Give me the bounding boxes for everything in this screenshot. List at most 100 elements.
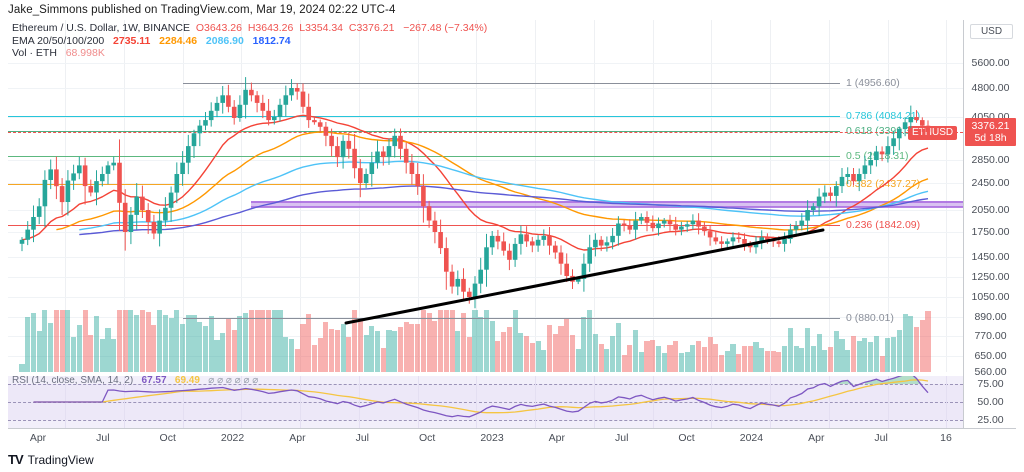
volume-bar [105,328,111,372]
volume-bar [122,310,128,372]
volume-bar [334,329,340,372]
volume-bar [891,336,897,372]
volume-bar [587,310,593,372]
rsi-indicator-name[interactable]: RSI (14, close, SMA, 14, 2) [12,376,134,386]
gridline-v [535,20,536,372]
legend-open-value: 3643.26 [204,22,242,34]
fib-label-0.382: 0.382 (2437.27) [846,177,921,190]
volume-bar [799,347,805,372]
fib-label-0: 0 (880.01) [846,312,894,325]
chart-frame: 1 (4956.60) 0.786 (4084.21) 0.618 (3399.34… [8,20,1017,444]
gridline-v [535,376,536,428]
volume-bar [489,321,495,372]
volume-bar [627,344,633,372]
time-axis-tick: 2023 [480,432,504,444]
volume-bar [128,310,134,372]
volume-bar [644,340,650,372]
legend-ema50-value: 2284.46 [159,34,198,47]
gridline-h [8,336,963,337]
volume-bar [575,348,581,372]
volume-bar [260,310,266,372]
volume-bar [317,338,323,372]
time-axis-tick: Jul [96,432,110,444]
fib-line-0.5[interactable] [8,156,840,158]
volume-bar [569,335,576,372]
ema-50-line [56,131,929,231]
gridline-v [829,376,830,428]
volume-bar [564,319,570,372]
time-axis[interactable]: Apr Jul Oct 2022 Apr Jul Oct 2023 Apr Jul Oct 2024 A… [8,428,963,452]
price-axis-tick: 2450.00 [971,177,1010,189]
volume-bar [678,353,684,372]
volume-bar [650,339,656,372]
volume-bar [902,313,908,372]
volume-bar [93,315,100,372]
fib-line-0.382[interactable] [8,183,840,185]
fib-line-0.236[interactable] [8,224,840,226]
price-axis-tick: 1450.00 [971,251,1010,263]
price-axis-tick: 2050.00 [971,204,1010,216]
volume-bar [25,317,31,372]
gridline-v [300,376,301,428]
gridline-v [418,20,419,372]
volume-bar [816,333,822,372]
legend-volume-label[interactable]: Vol · ETH [12,47,57,59]
fib-line-0.618[interactable] [8,131,840,133]
volume-bar [483,310,490,372]
volume-bar [243,312,249,372]
volume-bar [197,321,203,372]
volume-bar [432,320,438,372]
rsi-axis-tick: 75.00 [977,378,1004,390]
legend-symbol-row: Ethereum / U.S. Dollar, 1W, BINANCE O364… [12,22,487,35]
gridline-h [8,232,963,233]
price-pane[interactable]: 1 (4956.60) 0.786 (4084.21) 0.618 (3399.34… [8,20,963,372]
price-axis-tick: 2850.00 [971,154,1010,166]
gridline-h [8,117,963,118]
fib-line-1[interactable] [183,82,840,84]
gridline-v [829,20,830,372]
volume-bar [661,353,667,372]
volume-bar [65,310,71,372]
volume-bar [535,341,541,372]
gridline-v [65,20,66,372]
legend-symbol[interactable]: Ethereum / U.S. Dollar, 1W, BINANCE [12,22,190,34]
time-axis-tick: Jul [355,432,369,444]
gridline-v [594,20,595,372]
volume-bar [248,310,254,372]
volume-bar [71,336,77,372]
volume-bar [306,314,312,372]
time-axis-tick: Apr [289,432,306,444]
volume-bar [323,321,329,372]
fib-line-0.786[interactable] [8,115,840,117]
volume-bar [696,340,702,372]
gridline-v [770,20,771,372]
legend-ema-label[interactable]: EMA 20/50/100/200 [12,34,105,47]
price-axis[interactable]: USD 5600.00 4800.00 4050.00 2850.00 2450.00 2… [963,20,1017,428]
volume-bar [604,348,610,372]
black-trendline[interactable] [344,228,825,325]
volume-bar [403,321,409,372]
legend-open-label: O [195,22,204,34]
volume-bar [53,310,59,372]
volume-bar [380,348,386,372]
purple-range-band-line-bottom [251,206,963,208]
fib-label-1: 1 (4956.60) [846,76,900,89]
volume-bar [392,331,398,372]
price-axis-tick: 1250.00 [971,271,1010,283]
volume-bar [191,314,197,372]
fib-line-0[interactable] [183,318,840,320]
volume-bar [48,323,54,372]
volume-bar [764,350,770,372]
legend-low-label: L [299,22,306,34]
rsi-pane[interactable]: RSI (14, close, SMA, 14, 2) 67.57 69.49 … [8,376,963,428]
gridline-v [946,376,947,428]
ema-100-line [79,160,929,231]
volume-bar [518,332,524,372]
volume-bar [329,328,335,372]
volume-bar [254,310,260,372]
volume-bar [294,349,300,372]
candlesticks [19,77,931,309]
volume-bar [908,316,914,372]
current-price-line [8,132,963,133]
volume-bar [558,325,564,372]
